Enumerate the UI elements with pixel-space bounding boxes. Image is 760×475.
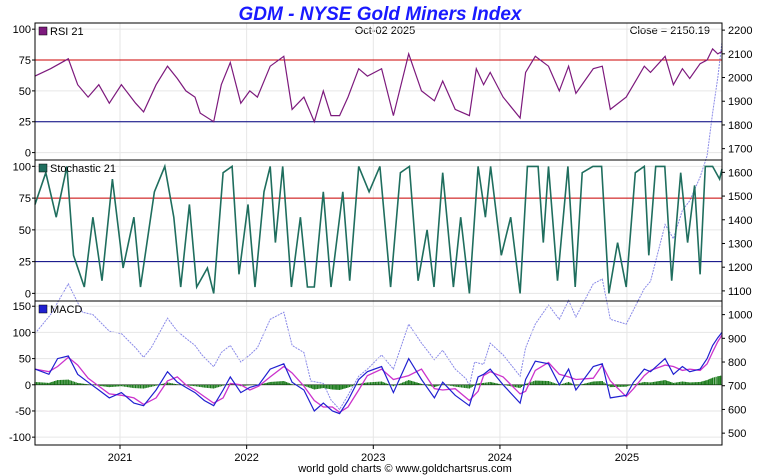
stochastic-21-line — [34, 163, 723, 294]
price-axis-tick-label: 1600 — [728, 167, 752, 179]
x-axis-tick-label: 2025 — [615, 452, 639, 464]
x-axis-tick-label: 2022 — [234, 452, 258, 464]
stochastic-21-axis-tick-label: 100 — [13, 161, 31, 173]
rsi-21-axis-tick-label: 25 — [19, 117, 31, 129]
macd-signal-line — [34, 334, 723, 414]
macd-axis-tick-label: 100 — [13, 327, 31, 339]
stochastic-21-legend-swatch — [38, 163, 48, 173]
price-axis-tick-label: 1800 — [728, 120, 752, 132]
macd-legend-label: MACD — [50, 304, 82, 316]
price-axis-tick-label: 1300 — [728, 238, 752, 250]
rsi-21-axis-tick-label: 50 — [19, 86, 31, 98]
stochastic-21-axis-tick-label: 75 — [19, 193, 31, 205]
rsi-21-axis-tick-label: 0 — [25, 148, 31, 160]
price-axis-tick-label: 2100 — [728, 49, 752, 61]
price-axis-tick-label: 1900 — [728, 96, 752, 108]
macd-axis-tick-label: -100 — [9, 432, 31, 444]
price-axis-tick-label: 2200 — [728, 25, 752, 37]
macd-axis-tick-label: -50 — [15, 406, 31, 418]
price-axis-tick-label: 1000 — [728, 310, 752, 322]
date-label: Oct-02 2025 — [355, 25, 416, 37]
price-axis-tick-label: 1200 — [728, 262, 752, 274]
price-axis-tick-label: 1500 — [728, 191, 752, 203]
stochastic-21-legend-label: Stochastic 21 — [50, 163, 116, 175]
rsi-21-legend-swatch — [38, 26, 48, 36]
x-axis-tick-label: 2024 — [488, 452, 512, 464]
macd-axis-tick-label: 50 — [19, 354, 31, 366]
close-label: Close = 2150.19 — [630, 25, 710, 37]
plot-frame — [34, 22, 723, 446]
macd-line — [34, 332, 723, 415]
stochastic-21-axis-tick-label: 25 — [19, 257, 31, 269]
rsi-21-line — [34, 47, 723, 124]
macd-legend-swatch — [38, 304, 48, 314]
x-axis-tick-label: 2021 — [108, 452, 132, 464]
rsi-21-axis-tick-label: 100 — [13, 24, 31, 36]
macd-axis-tick-label: 0 — [25, 380, 31, 392]
x-axis-tick-label: 2023 — [361, 452, 385, 464]
stochastic-21-axis-tick-label: 0 — [25, 288, 31, 300]
price-axis-tick-label: 1700 — [728, 144, 752, 156]
macd-axis-tick-label: 150 — [13, 301, 31, 313]
price-axis-tick-label: 1100 — [728, 286, 752, 298]
price-axis-tick-label: 800 — [728, 357, 746, 369]
price-axis-tick-label: 900 — [728, 333, 746, 345]
price-axis-tick-label: 1400 — [728, 215, 752, 227]
chart-footer: world gold charts © www.goldchartsrus.co… — [297, 463, 512, 475]
rsi-21-axis-tick-label: 75 — [19, 55, 31, 67]
rsi-21-legend-label: RSI 21 — [50, 26, 84, 38]
price-axis-tick-label: 2000 — [728, 73, 752, 85]
price-axis-tick-label: 500 — [728, 428, 746, 440]
price-axis-tick-label: 700 — [728, 381, 746, 393]
stochastic-21-axis-tick-label: 50 — [19, 225, 31, 237]
price-axis-tick-label: 600 — [728, 404, 746, 416]
chart-title: GDM - NYSE Gold Miners Index — [239, 4, 523, 25]
